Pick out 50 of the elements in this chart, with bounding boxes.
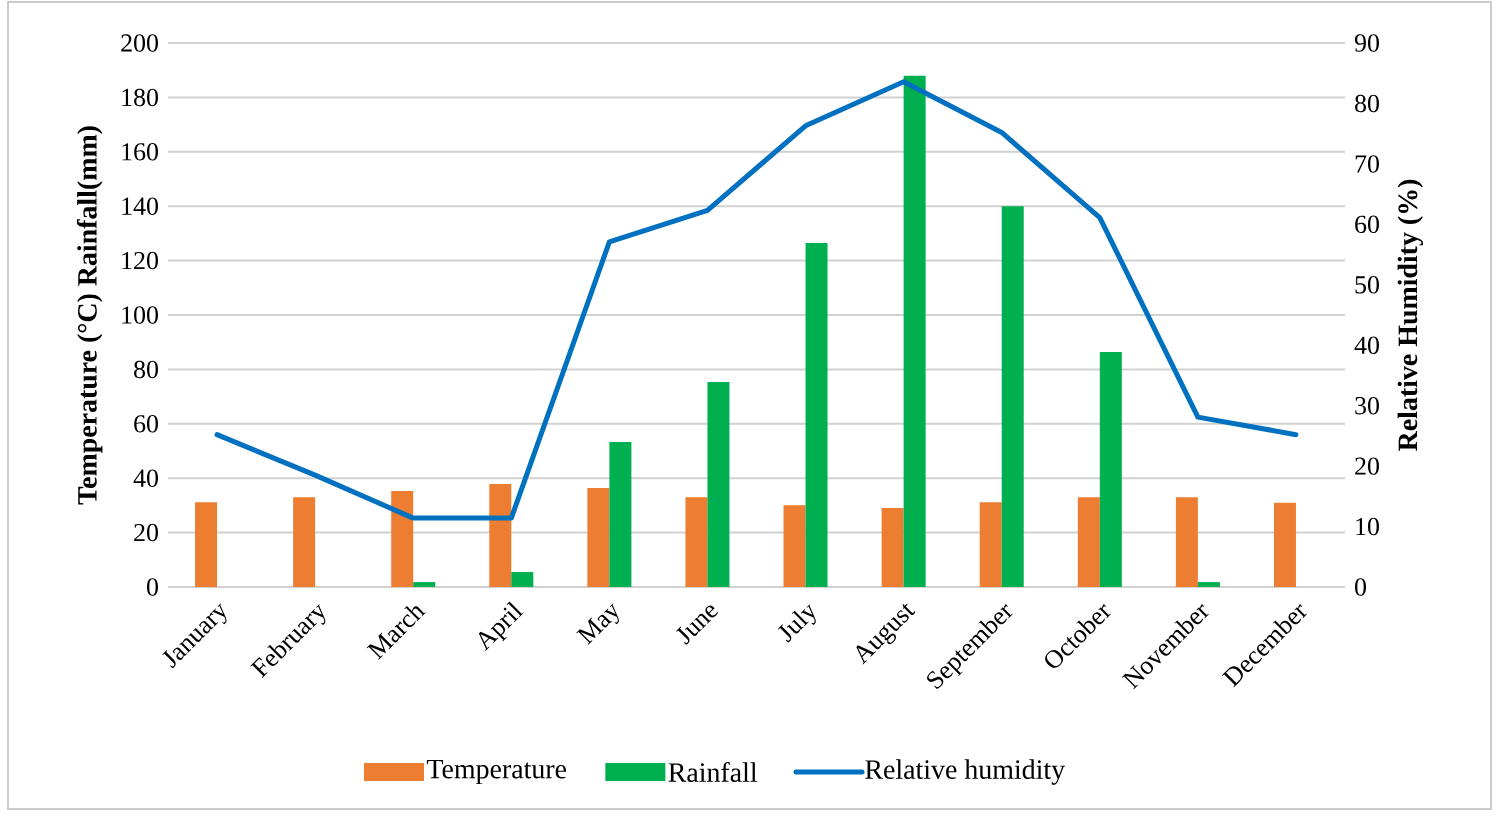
- y-tick-label: 0: [147, 578, 158, 596]
- bar: [511, 572, 534, 587]
- bar: [1077, 497, 1100, 587]
- bar: [1001, 206, 1024, 587]
- bar: [979, 502, 1002, 587]
- x-tick-label: June: [676, 605, 718, 645]
- y2-tick-label: 90: [1354, 34, 1379, 52]
- y2-tick-label: 10: [1356, 517, 1379, 536]
- y-tick-label: 140: [122, 197, 158, 215]
- bar: [1099, 351, 1122, 587]
- bar: [707, 381, 730, 587]
- bar: [609, 442, 632, 587]
- y2-tick-label: 30: [1355, 396, 1379, 415]
- bar: [1273, 502, 1296, 587]
- y2-tick-label: 70: [1355, 155, 1379, 173]
- bar: [685, 497, 708, 587]
- y-tick-label: 100: [122, 306, 158, 324]
- bar: [489, 483, 512, 587]
- legend-label: Temperature: [426, 759, 567, 785]
- y-tick-label: 120: [122, 251, 158, 270]
- legend-label: Relative humidity: [865, 759, 1065, 785]
- y-tick-label: 200: [121, 34, 158, 52]
- y2-axis-title: Relative Humidity (%): [1397, 179, 1423, 451]
- y-tick-label: 160: [122, 143, 158, 161]
- y2-tick-label: 20: [1355, 457, 1379, 475]
- y-tick-label: 40: [133, 469, 158, 487]
- y-tick-label: 180: [122, 88, 158, 107]
- y-axis-title: Temperature (°C) Rainfall(mm): [76, 126, 103, 505]
- y2-tick-label: 0: [1355, 578, 1367, 596]
- bar: [391, 490, 414, 587]
- bar: [195, 502, 218, 587]
- y2-tick-label: 60: [1355, 215, 1379, 234]
- y2-tick-label: 50: [1355, 276, 1379, 294]
- bar: [783, 505, 806, 587]
- legend-label: Rainfall: [668, 762, 758, 782]
- bar: [293, 497, 316, 587]
- x-tick-label: July: [777, 604, 816, 643]
- bar: [1197, 582, 1220, 587]
- y-tick-label: 60: [134, 415, 158, 433]
- y-tick-label: 80: [134, 360, 158, 379]
- bar: [587, 487, 610, 587]
- bar: [903, 75, 926, 587]
- y2-tick-label: 80: [1355, 94, 1379, 113]
- y-tick-label: 20: [134, 523, 158, 542]
- bar: [805, 242, 828, 587]
- x-tick-label: May: [576, 603, 619, 645]
- y2-tick-label: 40: [1354, 336, 1379, 354]
- bar: [413, 582, 436, 587]
- bar: [881, 508, 904, 587]
- bar: [1175, 497, 1198, 587]
